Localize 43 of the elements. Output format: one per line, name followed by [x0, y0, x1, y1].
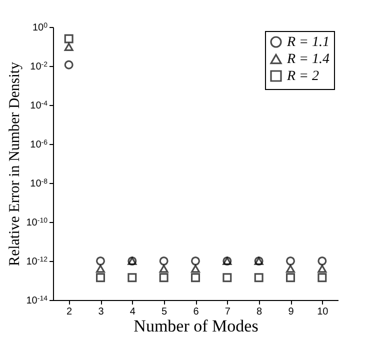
point — [64, 60, 74, 70]
point — [318, 264, 327, 273]
y-tick-label: 10$^{-6}$ — [30, 139, 48, 150]
point — [190, 264, 200, 273]
point — [318, 273, 327, 282]
point — [286, 273, 296, 282]
y-tick-label: 10$^{-10}$ — [26, 217, 48, 228]
legend-label: R = 2 — [286, 69, 319, 84]
y-tick-label: 10$^{-2}$ — [30, 61, 48, 72]
x-tick-label: 2 — [66, 306, 73, 318]
y-tick-label: 10$^{-12}$ — [26, 256, 48, 268]
point — [159, 264, 168, 273]
x-tick-label: 5 — [162, 306, 168, 318]
point — [128, 273, 137, 282]
point — [96, 256, 106, 266]
x-tick-label: 10 — [317, 306, 329, 318]
x-axis-title: Number of Modes — [134, 316, 258, 336]
point — [159, 273, 168, 282]
y-tick-label: 10$^{-4}$ — [30, 100, 48, 112]
point — [254, 273, 264, 282]
point — [286, 256, 296, 266]
x-tick-label: 4 — [130, 306, 136, 318]
point — [318, 256, 327, 266]
point — [190, 256, 200, 266]
point — [190, 273, 200, 282]
y-tick-label: 10$^{-8}$ — [30, 178, 48, 190]
x-tick-label: 8 — [256, 306, 263, 318]
legend-label: R = 1.1 — [286, 35, 330, 50]
point — [64, 42, 74, 51]
point — [96, 273, 106, 282]
x-tick-label: 6 — [193, 306, 200, 318]
y-tick-label: 10$^{0}$ — [32, 22, 48, 34]
x-tick-label: 7 — [224, 306, 231, 318]
x-tick-label: 9 — [288, 306, 294, 318]
x-tick-label: 3 — [98, 306, 104, 318]
y-axis-title: Relative Error in Number Density — [6, 61, 23, 266]
point — [64, 34, 74, 44]
point — [286, 264, 296, 273]
point — [222, 273, 232, 282]
point — [159, 256, 168, 266]
legend-label: R = 1.4 — [286, 52, 330, 67]
point — [96, 264, 106, 273]
y-tick-label: 10$^{-14}$ — [26, 295, 48, 306]
